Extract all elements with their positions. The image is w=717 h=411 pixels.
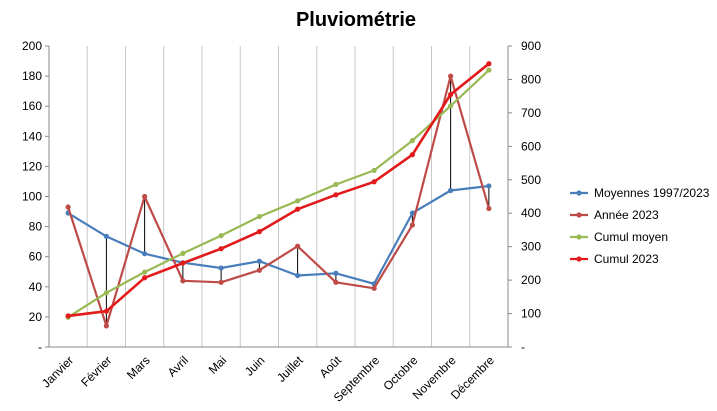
- data-point: [180, 250, 186, 256]
- data-point: [65, 204, 71, 210]
- y-right-tick-label: 400: [521, 206, 541, 220]
- x-tick-label: Août: [317, 353, 345, 381]
- y-left-tick-label: 60: [29, 250, 43, 264]
- data-point: [295, 243, 301, 249]
- y-left-tick-label: 200: [22, 39, 42, 53]
- data-point: [448, 73, 454, 79]
- x-axis: Janvier Février Mars Avril Mai Juin Juillet Aoû…: [39, 353, 497, 405]
- series-line: [67, 69, 490, 319]
- data-point: [333, 192, 339, 198]
- x-tick-label: Janvier: [39, 353, 76, 390]
- data-point: [180, 260, 186, 266]
- series-2: [65, 73, 492, 329]
- data-point: [371, 179, 377, 185]
- data-point: [103, 308, 109, 314]
- y-left-tick-label: 20: [29, 310, 43, 324]
- data-point: [448, 187, 454, 194]
- data-point: [142, 269, 148, 275]
- data-point: [371, 167, 377, 174]
- data-point: [180, 278, 186, 284]
- data-point: [409, 138, 415, 144]
- data-point: [295, 272, 301, 279]
- data-point: [256, 229, 262, 235]
- data-point: [295, 206, 301, 212]
- y-left-tick-label: 80: [29, 220, 43, 234]
- x-tick-label: Juillet: [274, 353, 306, 385]
- data-point: [103, 290, 109, 296]
- data-point: [218, 265, 224, 271]
- data-point: [218, 279, 224, 285]
- series-line: [67, 184, 490, 285]
- legend-label: Cumul 2023: [594, 252, 659, 266]
- legend-swatch-marker: [576, 212, 582, 218]
- data-point: [486, 67, 492, 73]
- y-axis-left: - 20 40 60 80 100 120 140 160 180 200: [22, 39, 49, 354]
- y-right-tick-label: 100: [521, 307, 541, 321]
- x-tick-label: Mars: [124, 353, 153, 382]
- y-right-tick-label: 500: [521, 173, 541, 187]
- y-left-tick-label: 160: [22, 99, 42, 113]
- legend-label: Cumul moyen: [594, 230, 668, 244]
- y-left-tick-label: 100: [22, 190, 42, 204]
- series-4: [65, 61, 492, 319]
- data-point: [218, 246, 224, 252]
- legend-swatch-marker: [576, 190, 582, 196]
- data-point: [409, 210, 415, 216]
- data-point: [486, 205, 492, 212]
- data-point: [218, 233, 224, 239]
- data-point: [409, 152, 415, 158]
- data-point: [142, 251, 148, 257]
- y-left-tick-label: -: [38, 340, 42, 354]
- data-point: [103, 323, 109, 329]
- chart-title: Pluviométrie: [296, 9, 416, 31]
- y-axis-right: - 100 200 300 400 500 600 700 800 900: [508, 39, 541, 354]
- data-point: [486, 183, 492, 189]
- data-point: [448, 103, 454, 109]
- data-point: [256, 258, 262, 264]
- data-point: [256, 213, 262, 220]
- data-point: [142, 193, 148, 200]
- y-left-tick-label: 40: [29, 280, 43, 294]
- data-point: [333, 270, 339, 276]
- legend-label: Année 2023: [594, 208, 659, 222]
- data-point: [409, 222, 415, 228]
- data-point: [333, 279, 339, 285]
- x-tick-label: Avril: [165, 353, 191, 379]
- y-right-tick-label: 800: [521, 72, 541, 86]
- series: [65, 61, 492, 329]
- y-right-tick-label: 900: [521, 39, 541, 53]
- legend-swatch-marker: [576, 234, 582, 240]
- data-point: [486, 61, 492, 67]
- data-point: [65, 313, 71, 319]
- series-line: [67, 74, 490, 327]
- data-point: [295, 198, 301, 204]
- data-point: [103, 233, 109, 239]
- data-point: [333, 181, 339, 188]
- data-point: [448, 91, 454, 98]
- legend-label: Moyennes 1997/2023: [594, 186, 710, 200]
- y-left-tick-label: 180: [22, 69, 42, 83]
- legend: Moyennes 1997/2023 Année 2023 Cumul moyen C…: [570, 186, 710, 266]
- y-right-tick-label: -: [521, 340, 525, 354]
- x-tick-label: Juin: [242, 353, 267, 378]
- x-tick-label: Mai: [206, 353, 230, 377]
- legend-swatch-marker: [576, 256, 582, 262]
- y-right-tick-label: 600: [521, 139, 541, 153]
- y-right-tick-label: 700: [521, 106, 541, 120]
- y-right-tick-label: 200: [521, 273, 541, 287]
- series-line: [67, 62, 490, 318]
- data-point: [142, 275, 148, 281]
- y-left-tick-label: 120: [22, 159, 42, 173]
- y-left-tick-label: 140: [22, 129, 42, 143]
- y-right-tick-label: 300: [521, 240, 541, 254]
- x-tick-label: Février: [78, 353, 114, 389]
- data-point: [256, 267, 262, 273]
- series-3: [65, 67, 492, 320]
- data-point: [371, 285, 377, 291]
